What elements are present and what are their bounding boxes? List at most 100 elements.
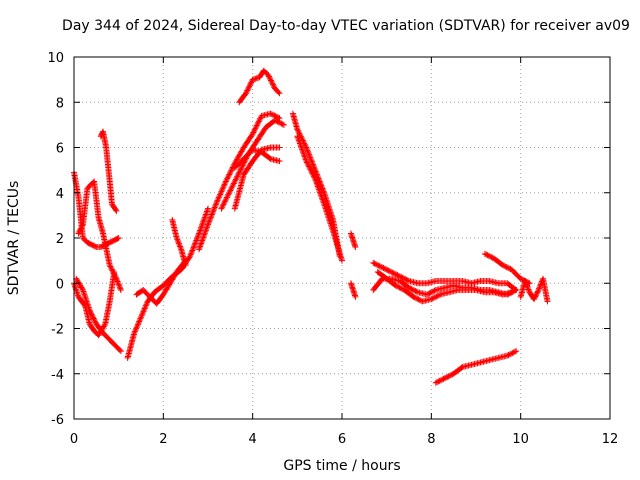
data-point <box>296 140 303 147</box>
data-point <box>136 318 143 325</box>
data-point <box>198 238 205 245</box>
data-point <box>162 287 169 294</box>
data-point <box>352 293 359 300</box>
data-point <box>78 224 85 231</box>
data-point <box>177 243 184 250</box>
data-point <box>229 183 236 190</box>
data-point <box>220 201 227 208</box>
data-point <box>202 211 209 218</box>
data-point <box>379 264 386 271</box>
data-point <box>143 301 150 308</box>
data-point <box>430 288 437 295</box>
data-point <box>270 82 277 89</box>
data-point <box>397 285 404 292</box>
y-tick-label: -2 <box>51 323 64 338</box>
data-point <box>248 79 255 86</box>
data-point <box>265 73 272 80</box>
data-point <box>115 281 122 288</box>
data-point <box>134 322 141 329</box>
data-point <box>509 288 516 295</box>
data-point <box>487 253 494 260</box>
data-point <box>301 152 308 159</box>
data-point <box>77 226 84 233</box>
data-point <box>279 121 286 128</box>
data-point <box>225 172 232 179</box>
data-point <box>198 224 205 231</box>
data-point <box>300 150 307 157</box>
data-point <box>310 171 317 178</box>
data-point <box>187 253 194 260</box>
data-point <box>246 82 253 89</box>
data-point <box>411 287 418 294</box>
data-point <box>172 271 179 278</box>
data-point <box>197 243 204 250</box>
data-point <box>223 194 230 201</box>
data-point <box>116 282 123 289</box>
data-point <box>408 286 415 293</box>
data-point <box>246 83 253 90</box>
series-trace-o <box>294 133 345 264</box>
x-tick-label: 0 <box>70 432 78 447</box>
data-point <box>513 287 520 294</box>
data-point <box>313 180 320 187</box>
data-point <box>194 233 201 240</box>
data-point <box>374 261 381 268</box>
data-point <box>389 269 396 276</box>
data-point <box>236 169 243 176</box>
data-point <box>249 130 256 137</box>
data-point <box>510 288 517 295</box>
data-point <box>415 296 422 303</box>
data-point <box>275 119 282 126</box>
data-point <box>266 74 273 81</box>
data-point <box>423 291 430 298</box>
data-point <box>432 379 439 386</box>
data-point <box>174 236 181 243</box>
data-point <box>81 301 88 308</box>
data-point <box>196 229 203 236</box>
data-point <box>544 298 551 305</box>
data-point <box>308 158 315 165</box>
data-point <box>169 276 176 283</box>
series-trace-j <box>236 67 283 106</box>
data-point <box>256 117 263 124</box>
data-point <box>413 295 420 302</box>
data-point <box>133 324 140 331</box>
data-point <box>208 211 215 218</box>
data-point <box>243 88 250 95</box>
data-point <box>532 292 539 299</box>
data-point <box>295 127 302 134</box>
data-point <box>273 113 280 120</box>
data-point <box>535 287 542 294</box>
data-point <box>253 122 260 129</box>
data-point <box>219 185 226 192</box>
data-point <box>197 227 204 234</box>
data-point <box>139 309 146 316</box>
data-point <box>237 149 244 156</box>
data-point <box>133 325 140 332</box>
data-point <box>226 188 233 195</box>
data-point <box>117 287 124 294</box>
series-trace-p <box>347 230 359 251</box>
data-point <box>320 199 327 206</box>
data-point <box>311 164 318 171</box>
data-point <box>203 209 210 216</box>
x-tick-label: 4 <box>249 432 257 447</box>
data-point <box>135 319 142 326</box>
data-point <box>265 72 272 79</box>
data-point <box>294 126 301 133</box>
data-point <box>164 284 171 291</box>
data-point <box>213 200 220 207</box>
data-point <box>92 243 99 250</box>
data-point <box>318 184 325 191</box>
data-point <box>269 81 276 88</box>
data-point <box>233 174 240 181</box>
data-point <box>406 284 412 291</box>
data-point <box>204 222 211 229</box>
data-point <box>228 186 235 193</box>
data-point <box>253 123 260 130</box>
data-point <box>435 292 442 299</box>
data-point <box>413 288 420 295</box>
data-point <box>439 376 446 383</box>
data-point <box>506 265 513 272</box>
data-point <box>268 111 275 118</box>
